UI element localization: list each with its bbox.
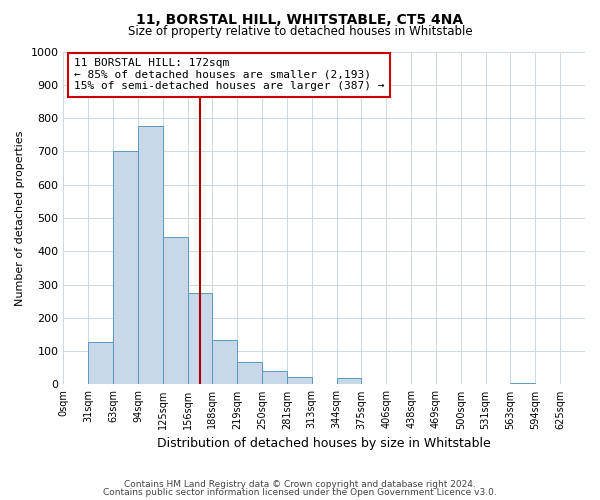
Bar	[138, 126, 163, 384]
Bar	[188, 293, 212, 384]
Bar	[212, 340, 237, 384]
Bar	[237, 362, 262, 384]
Bar	[337, 378, 361, 384]
Bar	[287, 377, 312, 384]
Text: Contains public sector information licensed under the Open Government Licence v3: Contains public sector information licen…	[103, 488, 497, 497]
Y-axis label: Number of detached properties: Number of detached properties	[15, 130, 25, 306]
Text: 11 BORSTAL HILL: 172sqm
← 85% of detached houses are smaller (2,193)
15% of semi: 11 BORSTAL HILL: 172sqm ← 85% of detache…	[74, 58, 385, 92]
Bar	[113, 152, 138, 384]
Text: Contains HM Land Registry data © Crown copyright and database right 2024.: Contains HM Land Registry data © Crown c…	[124, 480, 476, 489]
X-axis label: Distribution of detached houses by size in Whitstable: Distribution of detached houses by size …	[157, 437, 491, 450]
Text: 11, BORSTAL HILL, WHITSTABLE, CT5 4NA: 11, BORSTAL HILL, WHITSTABLE, CT5 4NA	[136, 12, 464, 26]
Text: Size of property relative to detached houses in Whitstable: Size of property relative to detached ho…	[128, 25, 472, 38]
Bar	[88, 342, 113, 384]
Bar	[262, 371, 287, 384]
Bar	[511, 383, 535, 384]
Bar	[163, 237, 188, 384]
